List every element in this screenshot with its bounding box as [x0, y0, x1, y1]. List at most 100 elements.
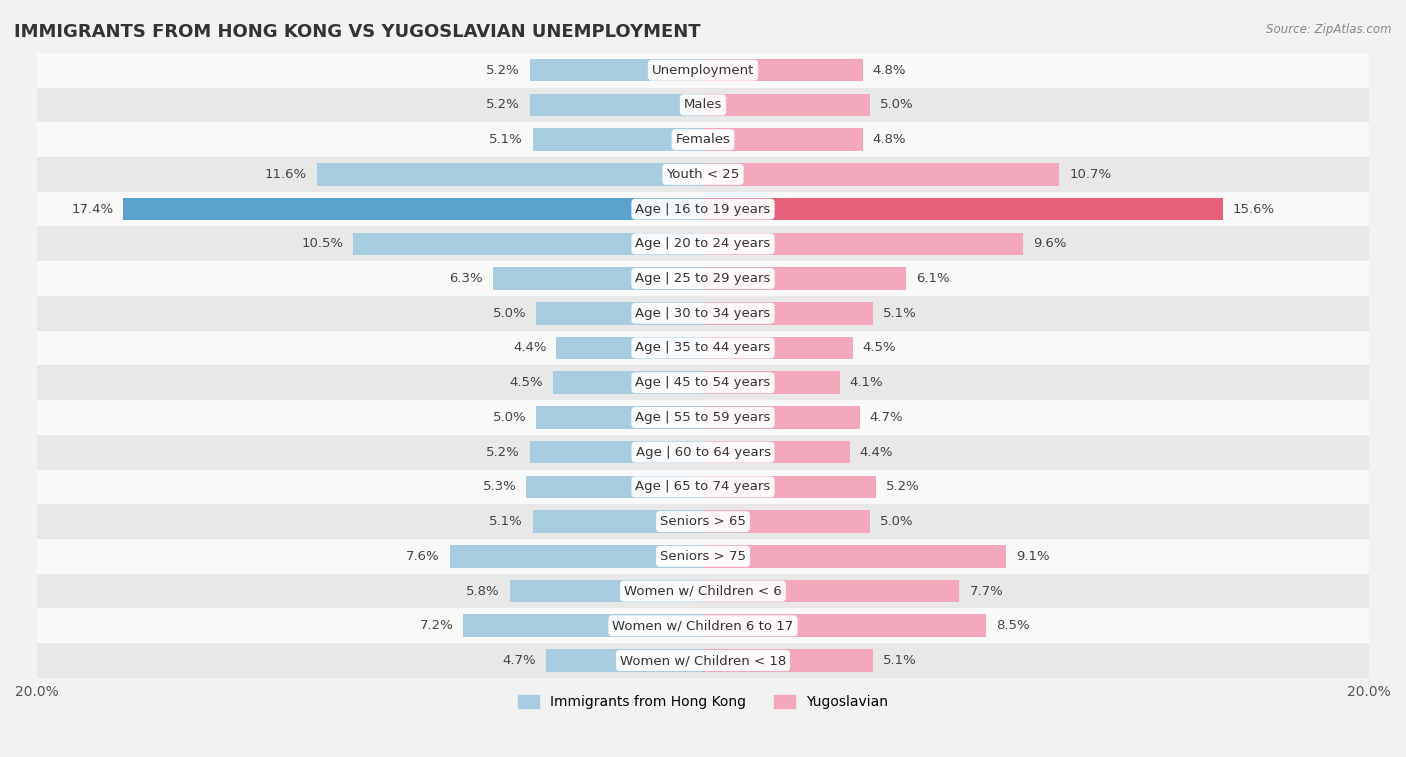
Bar	[37, 88, 1369, 123]
Bar	[703, 407, 859, 428]
Bar	[37, 539, 1369, 574]
Bar	[537, 302, 703, 325]
Bar	[533, 129, 703, 151]
Bar	[703, 615, 986, 637]
Text: Age | 45 to 54 years: Age | 45 to 54 years	[636, 376, 770, 389]
Bar	[37, 643, 1369, 678]
Text: 4.7%: 4.7%	[869, 411, 903, 424]
Text: Unemployment: Unemployment	[652, 64, 754, 76]
Bar	[37, 435, 1369, 469]
Text: 4.5%: 4.5%	[509, 376, 543, 389]
Text: 4.7%: 4.7%	[503, 654, 537, 667]
Text: 5.2%: 5.2%	[486, 98, 520, 111]
Text: Age | 60 to 64 years: Age | 60 to 64 years	[636, 446, 770, 459]
Bar	[526, 475, 703, 498]
Text: 4.8%: 4.8%	[873, 64, 907, 76]
Text: 5.1%: 5.1%	[883, 654, 917, 667]
Bar	[553, 372, 703, 394]
Bar	[557, 337, 703, 360]
Bar	[530, 59, 703, 82]
Bar	[703, 441, 849, 463]
Bar	[37, 123, 1369, 157]
Text: 6.3%: 6.3%	[450, 272, 484, 285]
Bar	[353, 232, 703, 255]
Bar	[703, 94, 869, 117]
Bar	[37, 469, 1369, 504]
Bar	[37, 296, 1369, 331]
Text: 5.1%: 5.1%	[489, 133, 523, 146]
Bar	[703, 163, 1059, 185]
Bar	[703, 129, 863, 151]
Bar	[37, 192, 1369, 226]
Text: Age | 25 to 29 years: Age | 25 to 29 years	[636, 272, 770, 285]
Text: 7.6%: 7.6%	[406, 550, 440, 563]
Bar	[450, 545, 703, 568]
Text: Source: ZipAtlas.com: Source: ZipAtlas.com	[1267, 23, 1392, 36]
Text: Seniors > 75: Seniors > 75	[659, 550, 747, 563]
Text: 4.8%: 4.8%	[873, 133, 907, 146]
Text: Age | 20 to 24 years: Age | 20 to 24 years	[636, 238, 770, 251]
Bar	[37, 261, 1369, 296]
Text: 10.7%: 10.7%	[1070, 168, 1112, 181]
Text: 7.7%: 7.7%	[970, 584, 1004, 597]
Bar	[37, 574, 1369, 609]
Text: 5.1%: 5.1%	[489, 515, 523, 528]
Text: 10.5%: 10.5%	[301, 238, 343, 251]
Bar	[703, 475, 876, 498]
Text: 5.1%: 5.1%	[883, 307, 917, 319]
Text: 6.1%: 6.1%	[917, 272, 950, 285]
Bar	[37, 331, 1369, 366]
Bar	[510, 580, 703, 603]
Bar	[37, 226, 1369, 261]
Legend: Immigrants from Hong Kong, Yugoslavian: Immigrants from Hong Kong, Yugoslavian	[513, 690, 893, 715]
Bar	[37, 504, 1369, 539]
Text: 5.2%: 5.2%	[886, 481, 920, 494]
Text: Females: Females	[675, 133, 731, 146]
Text: 4.4%: 4.4%	[513, 341, 547, 354]
Text: Women w/ Children < 6: Women w/ Children < 6	[624, 584, 782, 597]
Text: 5.0%: 5.0%	[880, 515, 912, 528]
Text: Age | 16 to 19 years: Age | 16 to 19 years	[636, 203, 770, 216]
Bar	[703, 267, 907, 290]
Text: 17.4%: 17.4%	[72, 203, 114, 216]
Text: Women w/ Children 6 to 17: Women w/ Children 6 to 17	[613, 619, 793, 632]
Text: 9.6%: 9.6%	[1033, 238, 1066, 251]
Text: 5.0%: 5.0%	[494, 307, 526, 319]
Bar	[37, 53, 1369, 88]
Text: Youth < 25: Youth < 25	[666, 168, 740, 181]
Text: 8.5%: 8.5%	[995, 619, 1029, 632]
Text: 5.0%: 5.0%	[494, 411, 526, 424]
Text: 5.2%: 5.2%	[486, 446, 520, 459]
Text: 4.5%: 4.5%	[863, 341, 897, 354]
Bar	[703, 59, 863, 82]
Text: 11.6%: 11.6%	[264, 168, 307, 181]
Bar	[530, 441, 703, 463]
Bar	[703, 580, 959, 603]
Text: Age | 35 to 44 years: Age | 35 to 44 years	[636, 341, 770, 354]
Text: 5.3%: 5.3%	[482, 481, 516, 494]
Bar	[37, 400, 1369, 435]
Text: 5.8%: 5.8%	[467, 584, 499, 597]
Bar	[703, 198, 1223, 220]
Text: 15.6%: 15.6%	[1233, 203, 1275, 216]
Text: Age | 55 to 59 years: Age | 55 to 59 years	[636, 411, 770, 424]
Bar	[37, 366, 1369, 400]
Bar	[37, 609, 1369, 643]
Bar	[703, 650, 873, 671]
Bar	[533, 510, 703, 533]
Text: Seniors > 65: Seniors > 65	[659, 515, 747, 528]
Text: IMMIGRANTS FROM HONG KONG VS YUGOSLAVIAN UNEMPLOYMENT: IMMIGRANTS FROM HONG KONG VS YUGOSLAVIAN…	[14, 23, 700, 41]
Bar	[37, 157, 1369, 192]
Bar	[537, 407, 703, 428]
Bar	[547, 650, 703, 671]
Bar	[530, 94, 703, 117]
Bar	[703, 302, 873, 325]
Text: Age | 65 to 74 years: Age | 65 to 74 years	[636, 481, 770, 494]
Text: 4.4%: 4.4%	[859, 446, 893, 459]
Bar	[703, 545, 1007, 568]
Text: 5.2%: 5.2%	[486, 64, 520, 76]
Bar	[463, 615, 703, 637]
Text: Age | 30 to 34 years: Age | 30 to 34 years	[636, 307, 770, 319]
Text: 4.1%: 4.1%	[849, 376, 883, 389]
Bar	[316, 163, 703, 185]
